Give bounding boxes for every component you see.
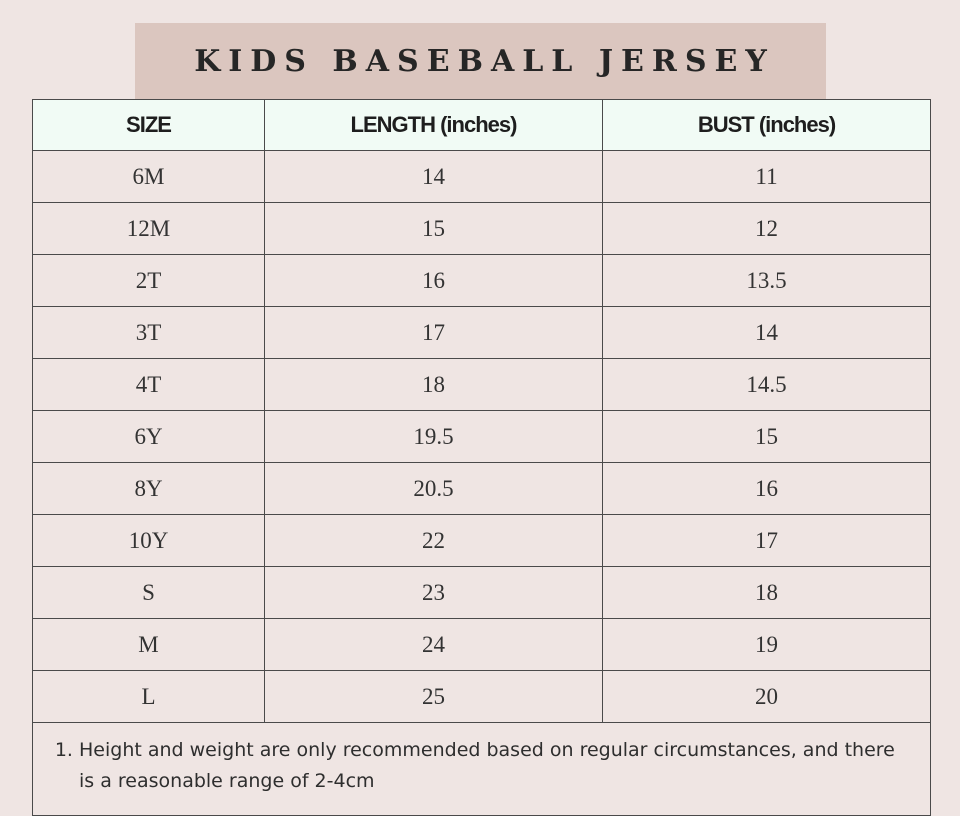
bust-cell: 14: [602, 306, 931, 359]
size-cell: 12M: [32, 202, 265, 255]
bust-cell: 16: [602, 462, 931, 515]
table-row: S 23 18: [32, 566, 931, 619]
length-cell: 22: [264, 514, 603, 567]
size-cell: 4T: [32, 358, 265, 411]
size-column-header: SIZE: [32, 99, 265, 151]
bust-cell: 19: [602, 618, 931, 671]
table-row: M 24 19: [32, 618, 931, 671]
length-cell: 17: [264, 306, 603, 359]
length-cell: 18: [264, 358, 603, 411]
table-row: L 25 20: [32, 670, 931, 723]
length-cell: 14: [264, 150, 603, 203]
length-cell: 15: [264, 202, 603, 255]
length-cell: 16: [264, 254, 603, 307]
table-row: 3T 17 14: [32, 306, 931, 359]
size-cell: L: [32, 670, 265, 723]
length-cell: 20.5: [264, 462, 603, 515]
bust-cell: 11: [602, 150, 931, 203]
table-row: 4T 18 14.5: [32, 358, 931, 411]
table-row: 12M 15 12: [32, 202, 931, 255]
notes-list: Height and weight are only recommended b…: [57, 735, 910, 797]
length-cell: 24: [264, 618, 603, 671]
size-chart-table: SIZE LENGTH (inches) BUST (inches) 6M 14…: [32, 99, 931, 816]
table-row: 2T 16 13.5: [32, 254, 931, 307]
bust-cell: 14.5: [602, 358, 931, 411]
length-column-header: LENGTH (inches): [264, 99, 603, 151]
bust-column-header: BUST (inches): [602, 99, 931, 151]
size-cell: 8Y: [32, 462, 265, 515]
table-row: 10Y 22 17: [32, 514, 931, 567]
notes-row: Height and weight are only recommended b…: [32, 722, 931, 816]
size-cell: 6M: [32, 150, 265, 203]
size-cell: S: [32, 566, 265, 619]
bust-cell: 17: [602, 514, 931, 567]
note-item: Height and weight are only recommended b…: [79, 735, 910, 797]
title-banner: KIDS BASEBALL JERSEY: [135, 23, 826, 99]
length-cell: 23: [264, 566, 603, 619]
table-row: 6M 14 11: [32, 150, 931, 203]
length-cell: 19.5: [264, 410, 603, 463]
table-row: 8Y 20.5 16: [32, 462, 931, 515]
bust-cell: 15: [602, 410, 931, 463]
table-header-row: SIZE LENGTH (inches) BUST (inches): [32, 99, 931, 151]
page-title: KIDS BASEBALL JERSEY: [194, 44, 775, 79]
table-row: 6Y 19.5 15: [32, 410, 931, 463]
size-cell: 3T: [32, 306, 265, 359]
bust-cell: 12: [602, 202, 931, 255]
size-cell: 6Y: [32, 410, 265, 463]
size-cell: M: [32, 618, 265, 671]
notes-cell: Height and weight are only recommended b…: [32, 722, 931, 816]
size-cell: 10Y: [32, 514, 265, 567]
bust-cell: 13.5: [602, 254, 931, 307]
length-cell: 25: [264, 670, 603, 723]
bust-cell: 18: [602, 566, 931, 619]
size-cell: 2T: [32, 254, 265, 307]
bust-cell: 20: [602, 670, 931, 723]
